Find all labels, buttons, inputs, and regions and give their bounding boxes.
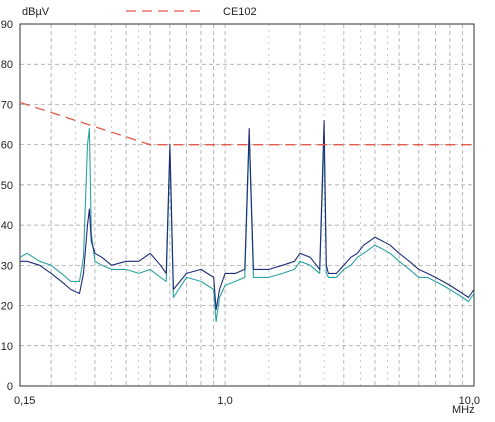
limit-line <box>19 101 474 146</box>
y-tick-label: 30 <box>1 260 13 272</box>
y-tick-label: 60 <box>1 140 13 152</box>
y-tick-label: 40 <box>1 220 13 232</box>
y-tick-label: 90 <box>1 19 13 31</box>
x-tick-label: 1,0 <box>217 395 232 407</box>
y-tick-label: 70 <box>1 99 13 111</box>
y-tick-label: 0 <box>7 381 13 393</box>
x-tick-labels: 0,15 1,0 10,0 <box>14 395 480 407</box>
y-tick-label: 50 <box>1 180 13 192</box>
y-tick-labels: 0 10 20 30 40 50 60 70 80 90 <box>1 19 13 393</box>
legend-label: CE102 <box>223 6 257 18</box>
grid <box>20 24 474 386</box>
plot-frame <box>19 23 475 387</box>
series-line-1 <box>20 119 475 311</box>
y-tick-label: 20 <box>1 301 13 313</box>
x-tick-label: 0,15 <box>14 395 35 407</box>
y-axis-title: dBµV <box>22 6 50 18</box>
y-tick-label: 10 <box>1 341 13 353</box>
x-tick-label: 10,0 <box>459 395 480 407</box>
x-axis-title: MHz <box>452 404 475 416</box>
series-layer <box>19 119 475 323</box>
y-tick-label: 80 <box>1 59 13 71</box>
legend: CE102 <box>126 6 257 18</box>
